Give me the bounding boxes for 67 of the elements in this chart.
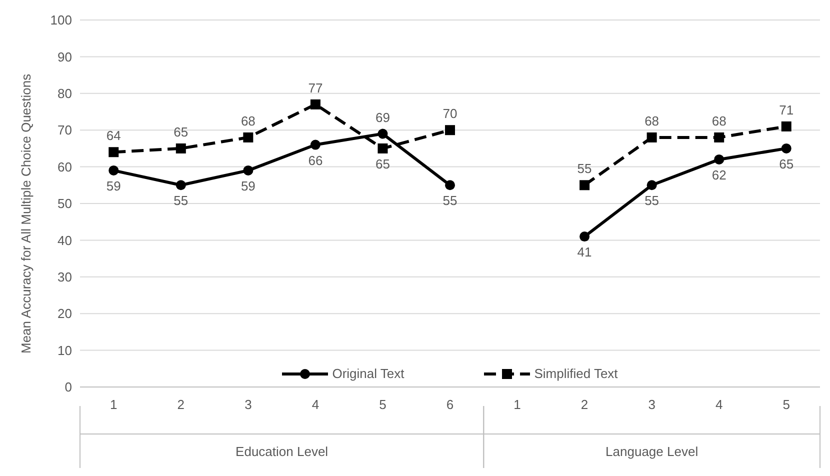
legend-label: Simplified Text <box>534 366 618 381</box>
point <box>108 165 119 176</box>
point <box>445 180 455 190</box>
x-tick-label: 2 <box>177 397 185 412</box>
point <box>445 125 455 136</box>
data-label: 65 <box>779 156 794 172</box>
point <box>646 132 657 142</box>
data-label: 65 <box>375 156 390 172</box>
data-label: 68 <box>712 113 726 128</box>
point <box>176 143 186 154</box>
point <box>176 180 186 190</box>
point <box>243 132 254 142</box>
data-label: 66 <box>308 152 323 168</box>
point <box>378 128 388 139</box>
point <box>378 143 388 154</box>
y-tick-label: 90 <box>58 49 72 64</box>
data-label: 59 <box>106 178 121 194</box>
data-label: 55 <box>577 161 592 176</box>
data-label: 55 <box>442 193 458 208</box>
data-label: 68 <box>240 113 256 128</box>
x-tick-label: 1 <box>514 397 521 412</box>
point <box>108 147 119 158</box>
x-tick-label: 3 <box>648 397 656 412</box>
x-tick-label: 6 <box>446 397 454 412</box>
data-label: 71 <box>779 102 794 118</box>
data-label: 64 <box>106 128 121 144</box>
y-tick-label: 20 <box>58 306 72 322</box>
point <box>580 232 590 242</box>
x-tick-label: 5 <box>379 397 386 412</box>
point <box>310 99 320 110</box>
point <box>646 180 657 190</box>
data-label: 65 <box>174 124 188 140</box>
point <box>714 154 724 164</box>
y-tick-label: 0 <box>64 380 72 395</box>
data-label: 77 <box>308 80 323 96</box>
y-tick-label: 30 <box>58 270 72 285</box>
y-tick-label: 70 <box>58 122 72 138</box>
point <box>714 132 724 142</box>
text: Language Level <box>606 444 698 459</box>
x-tick-label: 5 <box>782 397 790 412</box>
point <box>580 180 590 190</box>
data-label: 70 <box>442 106 458 122</box>
y-tick-label: 50 <box>58 196 72 212</box>
data-label: 55 <box>644 193 660 208</box>
x-tick-label: 3 <box>244 397 252 412</box>
point <box>243 165 254 176</box>
legend-label: Original Text <box>332 366 404 381</box>
data-label: 68 <box>644 113 660 128</box>
point <box>310 140 320 150</box>
y-tick-label: 100 <box>50 12 72 28</box>
data-label: 69 <box>375 110 390 125</box>
data-label: 59 <box>240 178 256 194</box>
y-tick-label: 10 <box>58 342 72 358</box>
data-label: 62 <box>712 167 726 182</box>
x-tick-label: 1 <box>110 397 118 412</box>
y-tick-label: 80 <box>58 86 72 102</box>
y-tick-label: 40 <box>58 232 72 248</box>
y-axis-title: Mean Accuracy for All Multiple Choice Questions <box>18 73 34 354</box>
text: Education Level <box>236 444 328 459</box>
x-tick-label: 2 <box>580 397 588 412</box>
point <box>781 121 792 132</box>
x-tick-label: 4 <box>715 397 723 412</box>
data-label: 55 <box>174 193 188 208</box>
data-label: 41 <box>577 244 592 260</box>
y-tick-label: 60 <box>58 159 72 174</box>
point <box>781 143 792 154</box>
x-tick-label: 4 <box>312 397 320 412</box>
